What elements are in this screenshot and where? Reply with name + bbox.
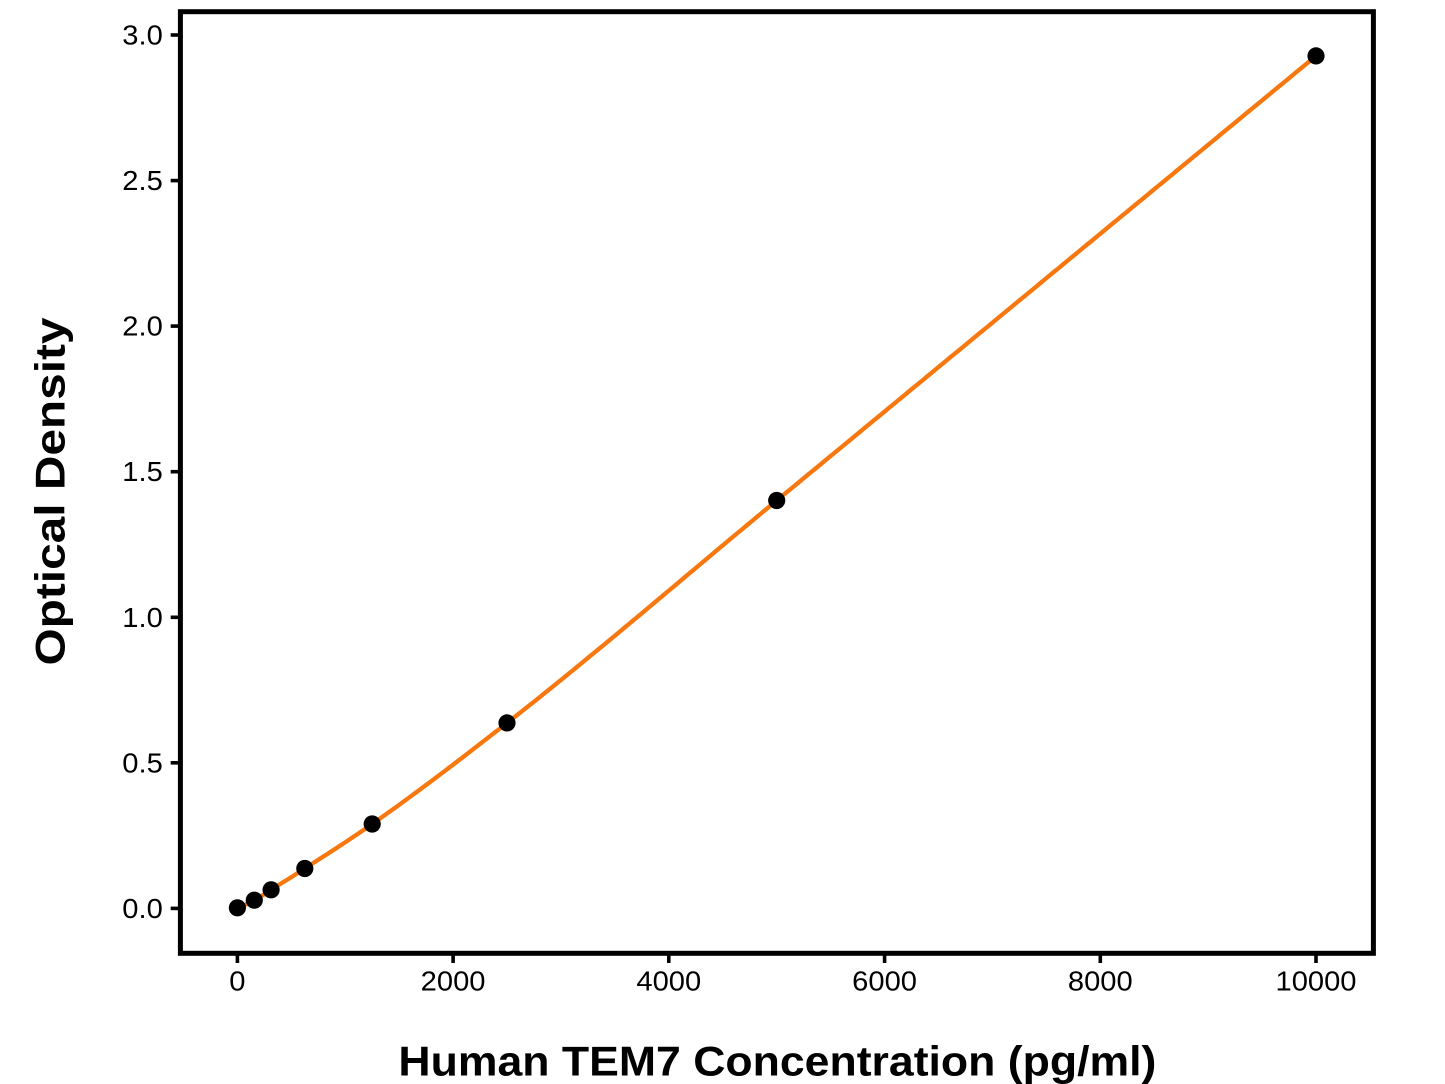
svg-text:0: 0 <box>229 965 245 996</box>
svg-text:0.0: 0.0 <box>122 893 163 924</box>
svg-text:Human TEM7 Concentration (pg/m: Human TEM7 Concentration (pg/ml) <box>398 1038 1156 1084</box>
svg-text:4000: 4000 <box>636 965 701 996</box>
svg-text:0.5: 0.5 <box>122 747 163 778</box>
svg-text:1.0: 1.0 <box>122 602 163 633</box>
svg-text:Optical Density: Optical Density <box>28 317 74 665</box>
svg-text:1.5: 1.5 <box>122 456 163 487</box>
svg-text:3.0: 3.0 <box>122 20 163 51</box>
svg-text:2000: 2000 <box>421 965 486 996</box>
svg-text:10000: 10000 <box>1276 965 1357 996</box>
svg-text:2.0: 2.0 <box>122 311 163 342</box>
svg-text:6000: 6000 <box>852 965 917 996</box>
svg-text:8000: 8000 <box>1068 965 1133 996</box>
svg-text:2.5: 2.5 <box>122 165 163 196</box>
